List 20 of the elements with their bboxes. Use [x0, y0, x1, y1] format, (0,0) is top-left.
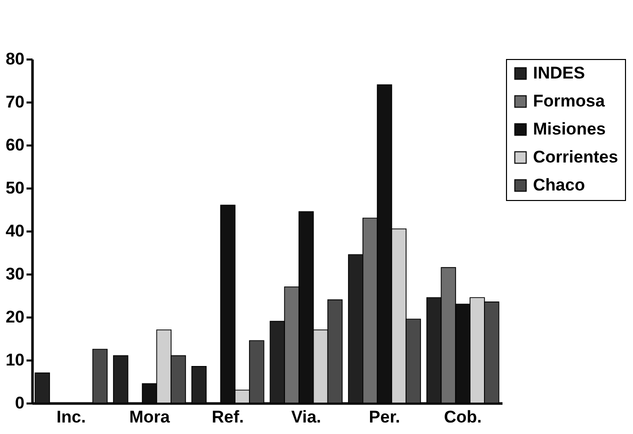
x-tick-label: Via.: [291, 408, 322, 426]
y-tick-label: 70: [6, 92, 24, 112]
legend-label: Formosa: [533, 92, 606, 110]
legend-label: Chaco: [533, 176, 585, 194]
y-tick-label: 60: [6, 136, 24, 154]
legend-label: INDES: [533, 64, 585, 82]
y-tick-label: 10: [6, 350, 24, 370]
legend-label: Misiones: [533, 120, 606, 138]
x-tick-label: Mora: [129, 408, 170, 426]
y-tick-label: 40: [6, 222, 24, 240]
x-tick-label: Per.: [368, 408, 400, 426]
legend-label: Corrientes: [533, 148, 618, 166]
x-tick-label: Inc.: [56, 408, 86, 426]
y-tick-label: 30: [6, 264, 24, 284]
y-tick-label: 20: [6, 308, 24, 326]
y-tick-label: 50: [6, 178, 24, 198]
y-tick-label: 0: [15, 394, 24, 412]
x-tick-label: Cob.: [444, 408, 482, 426]
y-tick-label: 80: [6, 50, 24, 68]
x-tick-label: Ref.: [212, 408, 244, 426]
